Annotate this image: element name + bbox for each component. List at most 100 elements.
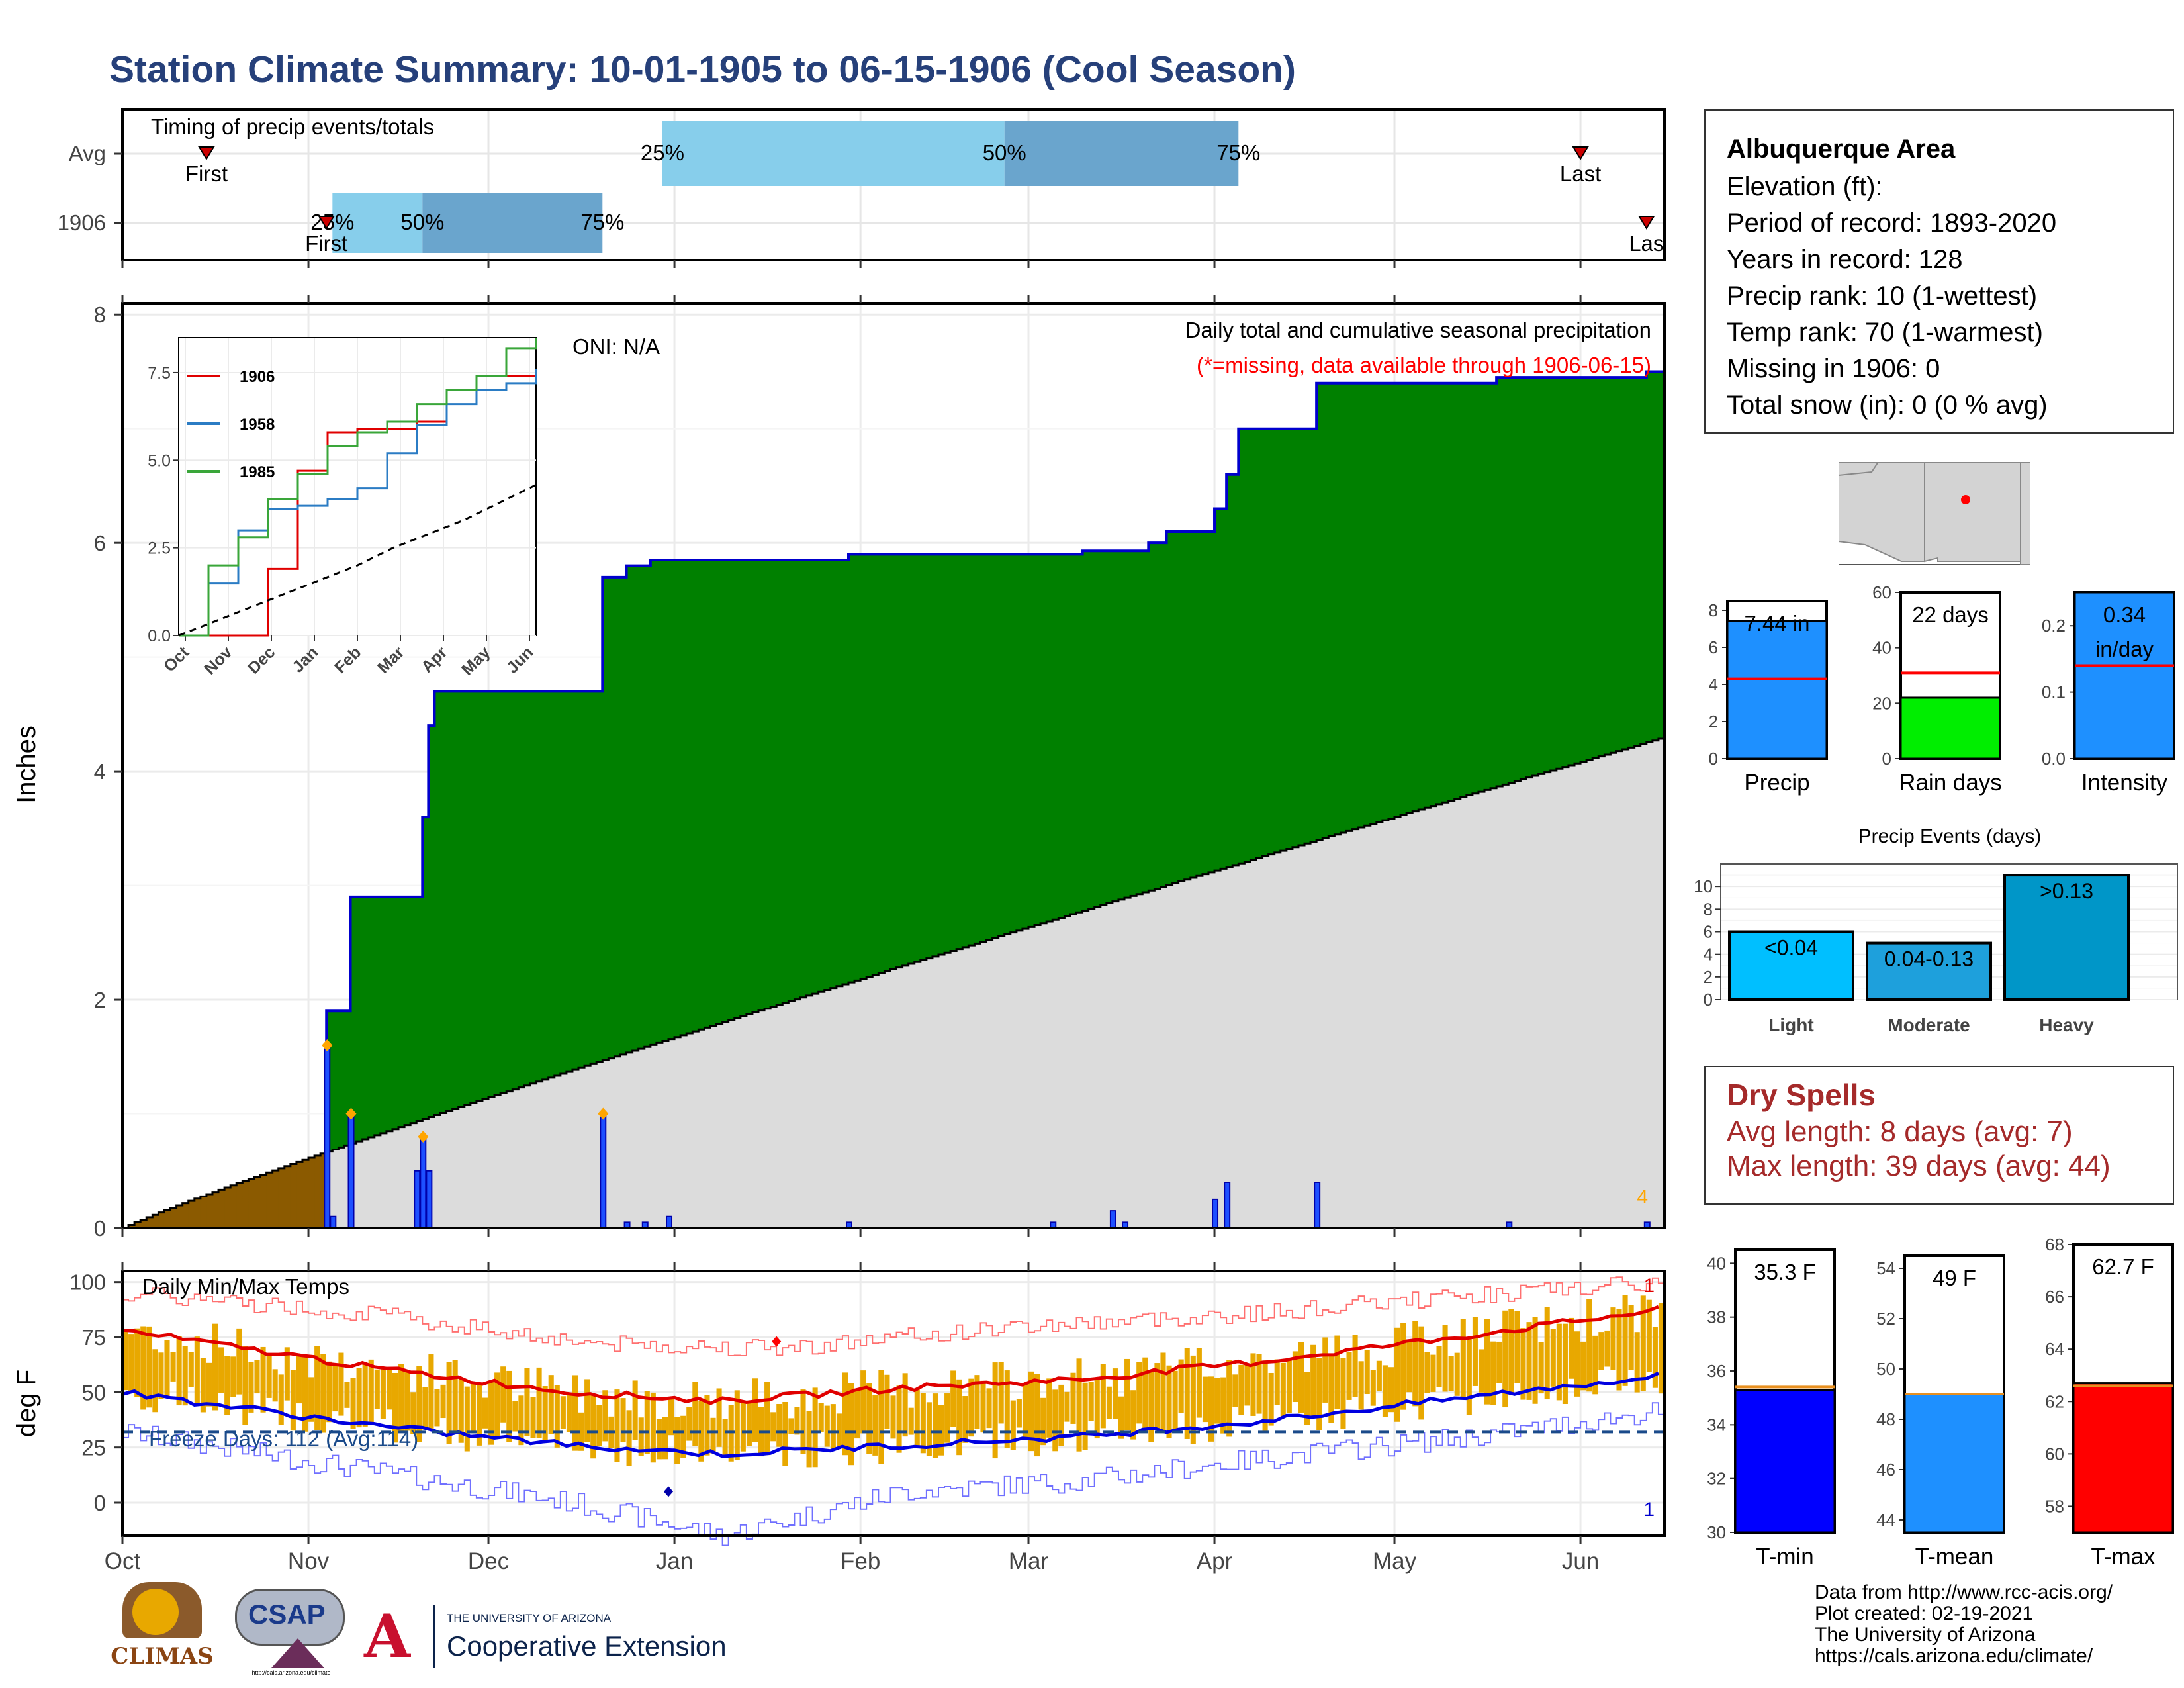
daily-temp-range-bar bbox=[1022, 1383, 1028, 1438]
daily-temp-range-bar bbox=[494, 1372, 500, 1438]
daily-temp-range-bar bbox=[542, 1386, 548, 1440]
daily-temp-range-bar bbox=[896, 1385, 902, 1453]
daily-temp-range-bar bbox=[1502, 1310, 1508, 1408]
daily-temp-range-bar bbox=[1136, 1362, 1142, 1424]
freeze-label: Freeze Days: 112 (Avg:114) bbox=[149, 1427, 418, 1451]
daily-temp-range-bar bbox=[854, 1391, 860, 1439]
daily-temp-range-bar bbox=[122, 1331, 128, 1391]
daily-temp-range-bar bbox=[1364, 1350, 1370, 1395]
daily-temp-range-bar bbox=[1496, 1341, 1502, 1383]
daily-temp-range-bar bbox=[1646, 1299, 1652, 1372]
daily-temp-range-bar bbox=[536, 1367, 542, 1438]
daily-temp-range-bar bbox=[710, 1417, 716, 1454]
daily-temp-range-bar bbox=[1286, 1359, 1292, 1413]
daily-temp-range-bar bbox=[1418, 1326, 1424, 1420]
station-name: Albuquerque Area bbox=[1727, 134, 1956, 164]
station-info-box: Albuquerque Area Elevation (ft): Period … bbox=[1704, 109, 2174, 434]
daily-temp-range-bar bbox=[776, 1403, 782, 1447]
timing-pct-label: 50% bbox=[400, 210, 444, 234]
daily-temp-range-bar bbox=[230, 1356, 236, 1397]
timing-title: Timing of precip events/totals bbox=[151, 115, 434, 139]
tmax-xlabel: T-max bbox=[2091, 1544, 2156, 1570]
precip-rank: Precip rank: 10 (1-wettest) bbox=[1727, 281, 2038, 310]
rain-days-ytick-label: 0 bbox=[1882, 749, 1891, 769]
daily-temp-range-bar bbox=[248, 1361, 254, 1413]
daily-temp-range-bar bbox=[1238, 1364, 1244, 1415]
daily-temp-range-bar bbox=[290, 1370, 296, 1431]
daily-temp-range-bar bbox=[740, 1402, 746, 1452]
daily-temp-range-bar bbox=[1310, 1344, 1316, 1416]
precip-total-ytick-label: 4 bbox=[1709, 675, 1718, 694]
daily-temp-range-bar bbox=[848, 1383, 854, 1466]
timing-panel: 25% 50% 75% First Last 25% 50% 75% First Las Timi… bbox=[58, 108, 1666, 268]
daily-temp-range-bar bbox=[650, 1392, 656, 1463]
daily-temp-range-bar bbox=[1610, 1307, 1616, 1370]
daily-temp-range-bar bbox=[530, 1397, 536, 1438]
daily-temp-range-bar bbox=[176, 1336, 182, 1406]
daily-temp-range-bar bbox=[1202, 1376, 1208, 1423]
daily-temp-range-bar bbox=[1556, 1323, 1562, 1401]
daily-precip-bar bbox=[1224, 1182, 1231, 1229]
tmean-ytick-label: 54 bbox=[1876, 1258, 1895, 1278]
daily-temp-range-bar bbox=[1538, 1342, 1544, 1394]
normal-max-line bbox=[122, 1305, 1659, 1405]
dry-spells-avg: Avg length: 8 days (avg: 7) bbox=[1727, 1115, 2073, 1148]
daily-temp-range-bar bbox=[512, 1401, 518, 1432]
temp-title: Daily Min/Max Temps bbox=[142, 1274, 349, 1299]
daily-temp-range-bar bbox=[1562, 1323, 1568, 1405]
daily-temp-range-bar bbox=[152, 1349, 158, 1413]
precip-events-ytick-label: 6 bbox=[1704, 922, 1713, 942]
daily-temp-range-bar bbox=[1634, 1332, 1640, 1393]
csap-logo: CSAP http://cals.arizona.edu/climate bbox=[232, 1585, 351, 1678]
daily-temp-range-bar bbox=[1526, 1322, 1532, 1400]
daily-temp-range-bar bbox=[1100, 1364, 1106, 1429]
daily-temp-range-bar bbox=[1052, 1389, 1058, 1452]
inset-normal-line bbox=[178, 484, 537, 637]
daily-temp-range-bar bbox=[1352, 1335, 1358, 1397]
precip-total-ytick-label: 6 bbox=[1709, 637, 1718, 657]
daily-precip-bar bbox=[1212, 1198, 1219, 1229]
daily-temp-range-bar bbox=[380, 1368, 386, 1419]
daily-temp-range-bar bbox=[1604, 1330, 1610, 1367]
precip-ytick-label: 6 bbox=[94, 531, 106, 555]
tmean-value-label: 49 F bbox=[1933, 1266, 1976, 1290]
daily-temp-range-bar bbox=[914, 1388, 920, 1447]
daily-temp-range-bar bbox=[134, 1328, 140, 1397]
intensity-ytick-label: 0.2 bbox=[2042, 616, 2066, 635]
daily-temp-range-bar bbox=[308, 1377, 314, 1422]
daily-temp-range-bar bbox=[938, 1405, 944, 1456]
footer-line: https://cals.arizona.edu/climate/ bbox=[1815, 1645, 2093, 1667]
daily-temp-range-bar bbox=[1532, 1317, 1538, 1404]
daily-temp-range-bar bbox=[698, 1401, 704, 1462]
daily-temp-range-bar bbox=[1424, 1352, 1430, 1393]
daily-temp-range-bar bbox=[1628, 1305, 1634, 1370]
daily-temp-range-bar bbox=[368, 1359, 374, 1425]
daily-temp-range-bar bbox=[1568, 1317, 1574, 1379]
daily-precip-bar bbox=[324, 1045, 331, 1229]
daily-temp-range-bar bbox=[1124, 1358, 1130, 1430]
daily-temp-range-bar bbox=[1412, 1321, 1418, 1407]
timing-pct-label: 75% bbox=[1216, 140, 1260, 165]
tmean-bar bbox=[1903, 1393, 2005, 1534]
daily-temp-range-bar bbox=[1274, 1359, 1280, 1405]
first-event-label: First bbox=[305, 231, 347, 256]
daily-temp-range-bar bbox=[1370, 1370, 1376, 1406]
csap-logo-text: CSAP bbox=[248, 1599, 326, 1630]
intensity-value-label: in/day bbox=[2095, 637, 2154, 661]
daily-temp-range-bar bbox=[944, 1393, 950, 1443]
daily-temp-range-bar bbox=[1598, 1332, 1604, 1370]
climas-logo: CLIMAS bbox=[109, 1582, 215, 1675]
daily-temp-range-bar bbox=[1466, 1339, 1472, 1415]
daily-temp-range-bar bbox=[752, 1378, 758, 1442]
daily-temp-range-bar bbox=[1058, 1384, 1064, 1446]
daily-temp-range-bar bbox=[560, 1396, 566, 1430]
daily-temp-range-bar bbox=[1166, 1365, 1172, 1438]
daily-temp-range-bar bbox=[1316, 1358, 1322, 1430]
record-min-line bbox=[122, 1402, 1664, 1546]
daily-temp-range-bar bbox=[428, 1354, 434, 1431]
daily-temp-range-bar bbox=[1490, 1341, 1496, 1405]
daily-temp-range-bar bbox=[620, 1398, 626, 1442]
daily-temp-range-bar bbox=[188, 1352, 194, 1387]
daily-temp-range-bar bbox=[410, 1392, 416, 1434]
